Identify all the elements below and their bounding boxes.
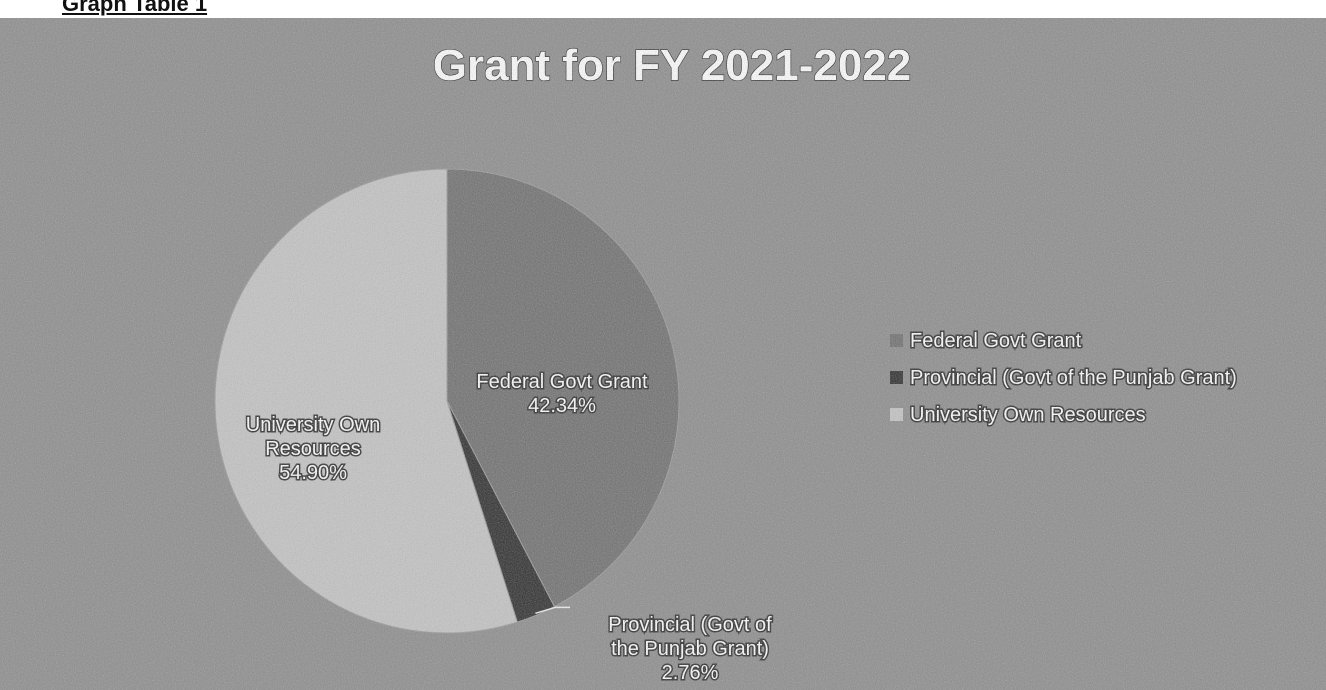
legend-label: Provincial (Govt of the Punjab Grant) — [910, 367, 1237, 389]
legend-label: University Own Resources — [910, 404, 1146, 426]
data-label-line: 54.90% — [279, 462, 347, 484]
legend-item-provincial-govt-of-the-punjab-grant: Provincial (Govt of the Punjab Grant) — [890, 366, 1238, 391]
chart-title: Grant for FY 2021-2022 — [433, 41, 912, 90]
data-label-line: 42.34% — [528, 395, 596, 417]
legend-swatch — [890, 371, 903, 384]
legend-label: Federal Govt Grant — [910, 330, 1082, 352]
data-label-line: Resources — [265, 438, 361, 460]
data-label-line: University Own — [246, 414, 380, 436]
legend-swatch — [890, 334, 903, 347]
data-label-line: Federal Govt Grant — [476, 371, 648, 393]
chart-panel: Grant for FY 2021-2022 Federal Govt Gran… — [0, 18, 1326, 690]
data-label-line: 2.76% — [662, 662, 719, 684]
legend-swatch — [890, 408, 903, 421]
header-strip: Graph Table 1 — [0, 0, 1326, 18]
pie-slices — [214, 168, 680, 634]
data-label-line: the Punjab Grant) — [611, 638, 769, 660]
legend-item-university-own-resources: University Own Resources — [890, 403, 1147, 428]
legend-item-federal-govt-grant: Federal Govt Grant — [890, 329, 1083, 354]
data-label-line: Provincial (Govt of — [608, 614, 772, 636]
section-heading: Graph Table 1 — [62, 0, 208, 16]
pie-chart: Grant for FY 2021-2022 Federal Govt Gran… — [0, 18, 1326, 690]
